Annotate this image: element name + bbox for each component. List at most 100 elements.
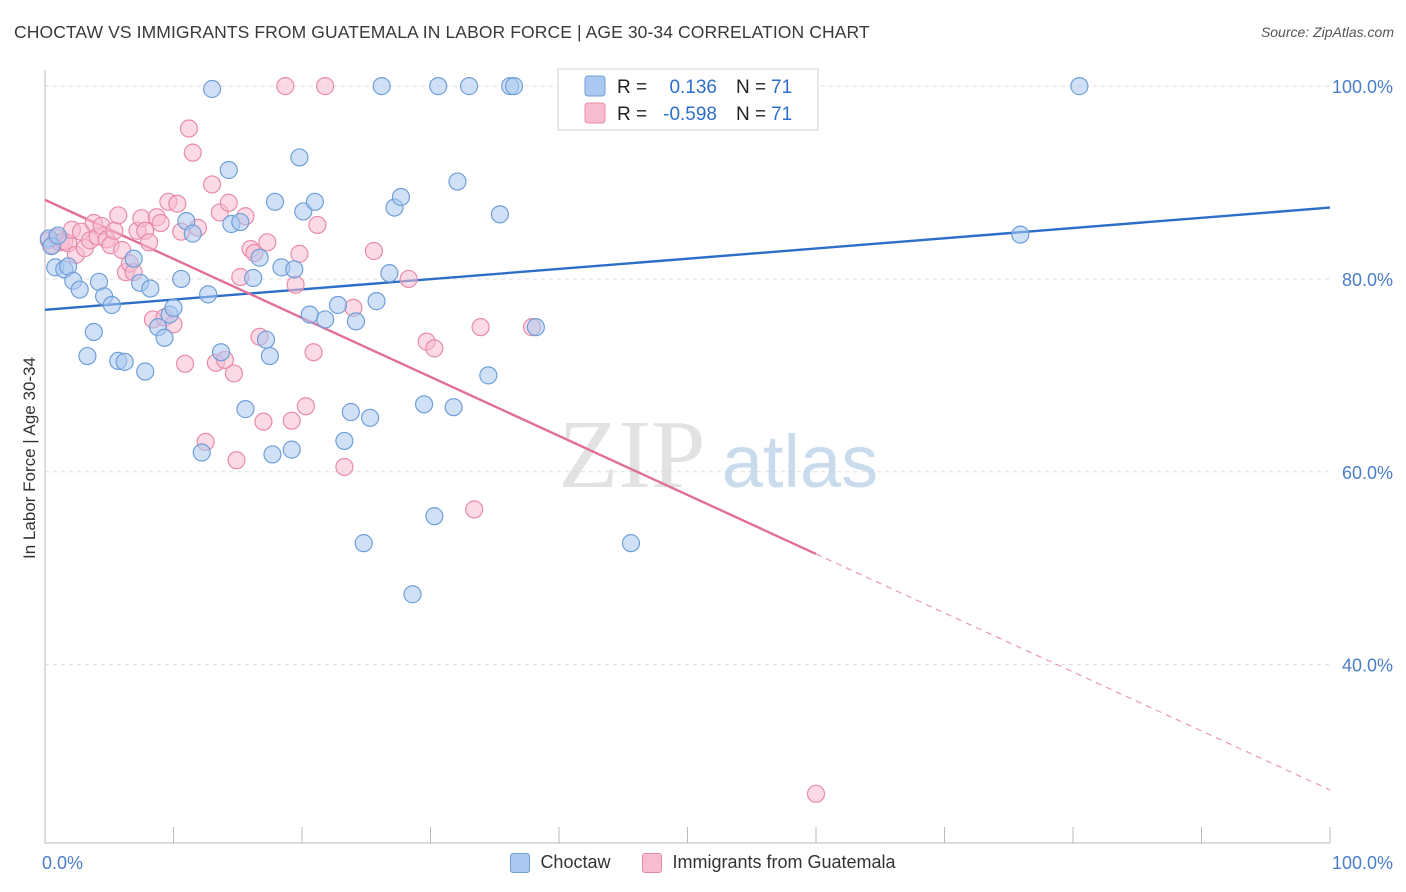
guatemala-point-55 xyxy=(286,275,305,294)
x-tick-labels: 0.0% 100.0% xyxy=(42,853,1393,873)
choctaw-point-56 xyxy=(380,264,399,283)
legend-n-label-1: N = xyxy=(736,104,766,125)
choctaw-point-15 xyxy=(124,249,143,268)
guatemala-point-68 xyxy=(471,318,490,337)
choctaw-point-65 xyxy=(459,77,479,96)
guatemala-point-57 xyxy=(296,397,315,416)
axes xyxy=(44,70,1331,844)
legend-r-label-1: R = xyxy=(617,104,647,125)
watermark-atlas: atlas xyxy=(722,420,878,503)
choctaw-point-52 xyxy=(354,534,373,553)
guatemala-point-34 xyxy=(175,354,195,373)
guatemala-point-58 xyxy=(304,343,323,362)
choctaw-point-18 xyxy=(141,279,160,298)
guatemala-point-60 xyxy=(316,77,335,96)
guatemala-point-56 xyxy=(290,244,309,263)
choctaw-point-70 xyxy=(526,318,545,337)
y-tick-label-1: 60.0% xyxy=(1342,463,1393,483)
choctaw-point-12 xyxy=(102,295,121,315)
legend-item-guatemala: Immigrants from Guatemala xyxy=(642,852,896,873)
trend-line-1 xyxy=(44,198,817,556)
choctaw-point-55 xyxy=(372,77,391,96)
legend-item-choctaw: Choctaw xyxy=(510,852,610,873)
y-tick-labels: 40.0% 60.0% 80.0% 100.0% xyxy=(1332,77,1393,676)
choctaw-point-72 xyxy=(1011,225,1030,244)
source-label: Source: ZipAtlas.com xyxy=(1260,24,1394,40)
choctaw-point-32 xyxy=(231,212,250,232)
guatemala-point-44 xyxy=(224,364,243,383)
legend-label-guatemala: Immigrants from Guatemala xyxy=(672,852,896,872)
guatemala-point-70 xyxy=(806,784,826,803)
trend-line-0 xyxy=(44,206,1331,311)
legend-swatch-guatemala-bottom xyxy=(642,852,663,873)
data-points xyxy=(39,77,1089,803)
choctaw-point-26 xyxy=(192,443,211,462)
choctaw-point-7 xyxy=(70,280,89,299)
choctaw-point-42 xyxy=(285,260,304,279)
guatemala-point-53 xyxy=(276,77,295,96)
choctaw-point-28 xyxy=(202,79,222,99)
y-axis-label: In Labor Force | Age 30-34 xyxy=(20,357,39,559)
guatemala-point-17 xyxy=(109,206,128,225)
choctaw-point-73 xyxy=(1070,77,1089,96)
guatemala-point-64 xyxy=(399,269,418,289)
choctaw-point-39 xyxy=(265,192,285,211)
legend-r-value-1: -0.598 xyxy=(663,104,717,125)
y-tick-label-0: 40.0% xyxy=(1342,656,1393,676)
choctaw-point-25 xyxy=(183,224,202,243)
choctaw-point-22 xyxy=(164,298,183,317)
legend-r-label-0: R = xyxy=(617,77,647,98)
y-tick-label-2: 80.0% xyxy=(1342,270,1393,290)
guatemala-point-39 xyxy=(202,175,222,194)
choctaw-point-8 xyxy=(78,346,97,366)
choctaw-point-3 xyxy=(48,226,67,245)
choctaw-point-20 xyxy=(155,328,174,347)
choctaw-point-67 xyxy=(490,205,509,224)
legend-swatch-choctaw-bottom xyxy=(510,852,531,873)
trend-line-dashed-1 xyxy=(815,553,1331,791)
choctaw-point-33 xyxy=(236,400,255,419)
guatemala-point-25 xyxy=(139,233,159,252)
guatemala-point-61 xyxy=(335,457,354,477)
choctaw-point-60 xyxy=(414,395,434,414)
bottom-legend: Choctaw Immigrants from Guatemala xyxy=(0,852,1406,873)
choctaw-point-53 xyxy=(361,408,380,427)
guatemala-point-32 xyxy=(168,194,187,213)
choctaw-point-30 xyxy=(219,160,238,180)
guatemala-point-43 xyxy=(219,193,238,212)
x-tick-label-1: 100.0% xyxy=(1332,853,1393,873)
choctaw-point-62 xyxy=(429,77,448,96)
legend-n-value-1: 71 xyxy=(771,104,792,125)
guatemala-point-16 xyxy=(105,221,124,240)
guatemala-point-63 xyxy=(364,241,384,261)
legend-swatch-choctaw xyxy=(584,75,606,97)
legend-label-choctaw: Choctaw xyxy=(540,852,611,872)
choctaw-point-35 xyxy=(250,248,269,267)
choctaw-point-47 xyxy=(316,310,335,329)
choctaw-point-58 xyxy=(391,187,411,207)
x-tick-label-0: 0.0% xyxy=(42,853,83,873)
choctaw-point-27 xyxy=(199,285,218,304)
legend-box: R = 0.136 N = 71 R = -0.598 N = 71 xyxy=(557,68,819,131)
guatemala-point-52 xyxy=(258,233,277,252)
choctaw-point-45 xyxy=(300,305,319,324)
choctaw-point-49 xyxy=(335,431,354,451)
choctaw-point-54 xyxy=(367,292,386,311)
guatemala-point-36 xyxy=(183,143,202,162)
guatemala-point-45 xyxy=(227,451,246,470)
y-tick-label-3: 100.0% xyxy=(1332,77,1393,97)
choctaw-point-50 xyxy=(341,402,360,422)
choctaw-point-23 xyxy=(172,269,191,289)
legend-n-label-0: N = xyxy=(736,77,766,98)
choctaw-point-51 xyxy=(346,312,366,331)
choctaw-point-41 xyxy=(282,440,301,459)
chart-title: CHOCTAW VS IMMIGRANTS FROM GUATEMALA IN … xyxy=(14,22,870,42)
choctaw-point-64 xyxy=(448,172,467,191)
choctaw-point-71 xyxy=(621,534,641,553)
choctaw-point-48 xyxy=(328,295,348,315)
choctaw-point-59 xyxy=(403,585,422,604)
legend-swatch-guatemala xyxy=(584,102,606,124)
choctaw-point-43 xyxy=(290,148,309,167)
choctaw-point-69 xyxy=(504,77,524,96)
trend-lines xyxy=(44,198,1331,791)
